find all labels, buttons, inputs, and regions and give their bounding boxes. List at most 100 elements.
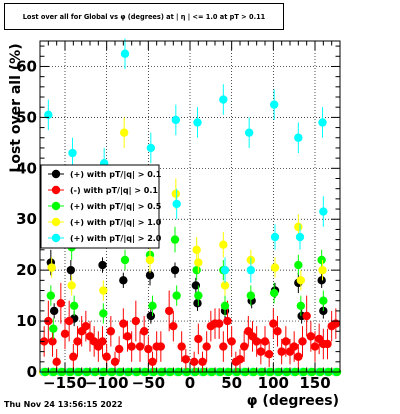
- legend-label: (+) with pT/|q| > 1.0: [70, 218, 162, 227]
- data-point: [69, 301, 79, 310]
- data-point: [145, 255, 155, 265]
- data-point: [49, 306, 59, 316]
- data-point: [123, 332, 132, 341]
- data-point: [60, 329, 70, 339]
- data-point: [302, 311, 311, 321]
- legend-marker: [51, 217, 61, 227]
- x-tick-label: 50: [221, 374, 242, 392]
- data-point: [171, 189, 181, 198]
- data-point: [281, 337, 291, 346]
- series-4: [44, 38, 328, 283]
- data-point: [256, 347, 266, 356]
- data-point: [252, 337, 261, 346]
- data-point: [98, 260, 107, 270]
- data-point: [56, 299, 66, 308]
- data-point: [323, 339, 332, 349]
- data-point: [110, 357, 120, 367]
- data-point: [317, 255, 326, 265]
- data-point: [73, 337, 82, 346]
- x-tick-label: −100: [85, 374, 129, 392]
- x-tick-label: 150: [299, 374, 330, 392]
- series-0: [46, 249, 328, 327]
- x-tick-label: −150: [43, 374, 87, 392]
- y-tick-label: 40: [16, 159, 37, 177]
- legend-label: (-) with pT/|q| > 0.1: [70, 186, 158, 195]
- timestamp: Thu Nov 24 13:56:15 2022: [4, 400, 123, 409]
- data-point: [295, 232, 305, 242]
- data-point: [139, 327, 149, 336]
- data-point: [319, 207, 328, 216]
- data-point: [181, 355, 191, 364]
- data-point: [170, 265, 180, 275]
- series-3: [47, 117, 327, 301]
- data-point: [198, 357, 207, 367]
- data-point: [310, 342, 320, 351]
- data-point: [244, 128, 254, 137]
- data-point: [220, 281, 230, 290]
- data-point: [69, 352, 78, 361]
- data-point: [193, 118, 202, 127]
- data-point: [46, 291, 56, 300]
- y-tick-label: 0: [27, 363, 37, 381]
- data-point: [294, 222, 303, 232]
- data-point: [246, 265, 256, 275]
- x-axis-title: φ (degrees): [247, 393, 339, 409]
- data-point: [294, 133, 303, 142]
- data-point: [156, 342, 166, 351]
- data-point: [119, 128, 129, 137]
- data-point: [214, 319, 224, 328]
- data-point: [270, 232, 280, 242]
- data-point: [98, 337, 107, 346]
- data-point: [119, 319, 128, 328]
- data-point: [192, 265, 201, 275]
- legend: (+) with pT/|q| > 0.1 (-) with pT/|q| > 0…: [40, 164, 162, 249]
- data-point: [269, 100, 279, 109]
- legend-marker: [51, 169, 61, 179]
- x-tick-label: 0: [185, 374, 195, 392]
- data-point: [127, 342, 136, 351]
- data-point: [289, 342, 299, 351]
- data-point: [148, 357, 157, 367]
- data-point: [194, 334, 203, 344]
- data-point: [220, 265, 230, 275]
- data-point: [246, 291, 256, 300]
- data-point: [81, 321, 91, 331]
- data-point: [260, 337, 270, 346]
- legend-marker: [51, 233, 61, 243]
- data-point: [194, 291, 203, 300]
- legend-marker: [51, 201, 61, 211]
- data-point: [102, 352, 111, 361]
- data-point: [99, 309, 108, 318]
- x-tick-label: 100: [258, 374, 289, 392]
- legend-marker: [51, 185, 61, 195]
- data-point: [269, 319, 278, 328]
- data-point: [114, 344, 124, 354]
- data-point: [193, 299, 202, 308]
- data-point: [298, 337, 307, 346]
- data-point: [169, 321, 178, 331]
- data-point: [235, 355, 245, 364]
- data-point: [146, 311, 156, 321]
- data-point: [192, 245, 201, 254]
- data-point: [220, 301, 230, 310]
- data-point: [120, 255, 130, 265]
- data-point: [67, 281, 76, 290]
- data-point: [264, 349, 274, 359]
- data-point: [318, 265, 327, 275]
- data-point: [170, 235, 180, 244]
- axis-ticks: −150−100 −50 0 50 100 150 0 10 20 30 40 50 60: [16, 41, 340, 392]
- data-point: [296, 301, 306, 310]
- data-point: [68, 148, 77, 158]
- data-point: [318, 118, 327, 127]
- x-tick-label: −50: [132, 374, 165, 392]
- series-2: [46, 226, 328, 339]
- y-tick-label: 60: [16, 57, 37, 75]
- data-point: [269, 288, 279, 298]
- data-point: [306, 332, 316, 341]
- data-point: [119, 276, 128, 285]
- legend-label: (+) with pT/|q| > 0.5: [70, 202, 162, 211]
- data-point: [239, 342, 249, 351]
- data-point: [317, 276, 326, 285]
- data-point: [319, 296, 328, 305]
